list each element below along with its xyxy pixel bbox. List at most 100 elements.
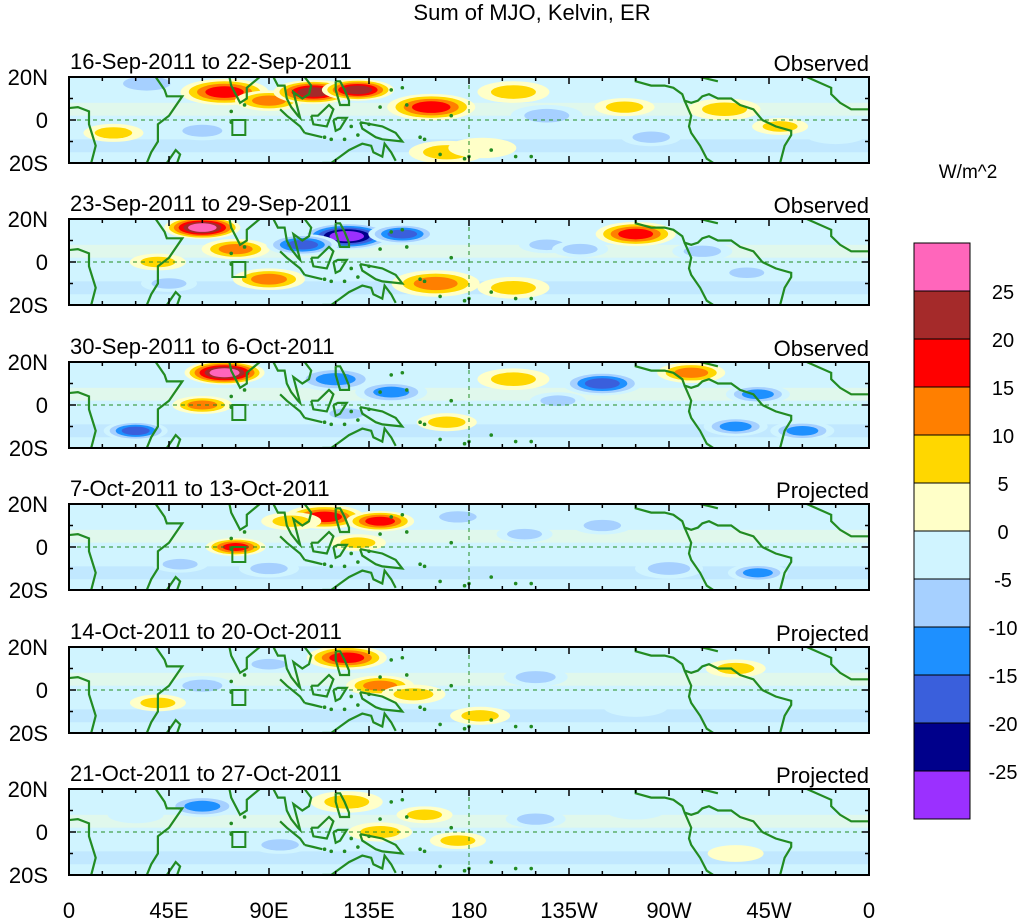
coastline: [332, 543, 349, 560]
island: [322, 705, 327, 709]
coastline: [683, 670, 715, 733]
coastline: [279, 535, 306, 561]
coastline: [334, 792, 351, 819]
anomaly-1: [164, 218, 1021, 240]
anomaly-16: [805, 126, 866, 145]
panels: 20N 0 20S 16-Sep-2011 to 22-Sep-2011 Observe…: [8, 49, 1021, 888]
anomaly-contour: [603, 697, 668, 717]
island: [449, 113, 454, 118]
island: [389, 658, 394, 662]
island: [449, 825, 454, 830]
coastline: [334, 222, 351, 248]
anomaly-contour: [647, 562, 691, 575]
island: [349, 694, 354, 699]
island: [329, 279, 334, 284]
anomaly-7: [603, 697, 668, 717]
anomaly-contour: [974, 219, 1021, 236]
coastline: [279, 678, 306, 704]
coastline: [69, 817, 97, 875]
island: [378, 105, 382, 109]
y-tick-label: 20S: [9, 863, 48, 888]
island: [229, 679, 234, 684]
coastline: [683, 812, 715, 875]
anomaly-6: [496, 525, 553, 543]
anomaly-4: [355, 381, 428, 403]
coastline: [310, 530, 335, 555]
anomaly-contour: [969, 218, 1021, 238]
panel-period: 30-Sep-2011 to 6-Oct-2011: [70, 334, 335, 359]
island: [400, 512, 405, 517]
coastline: [322, 141, 397, 163]
anomaly-contour: [490, 372, 536, 386]
anomaly-contour: [1010, 368, 1021, 377]
anomaly-contour: [121, 426, 150, 436]
anomaly-contour: [719, 421, 752, 432]
panel-period: 16-Sep-2011 to 22-Sep-2011: [70, 49, 352, 74]
coastline: [806, 219, 869, 253]
island: [418, 705, 422, 709]
island: [462, 868, 467, 873]
anomaly-contour: [184, 800, 221, 812]
island: [367, 549, 371, 554]
anomaly-contour: [909, 72, 985, 95]
y-tick-label: 20S: [9, 721, 48, 746]
colorbar-swatch: [913, 626, 971, 676]
anomaly-contour: [490, 281, 536, 295]
island: [400, 85, 405, 90]
anomaly-contour: [975, 798, 1021, 814]
y-tick-label: 20N: [8, 207, 48, 232]
island: [513, 581, 518, 586]
x-axis: 0 45E 90E 135E 180 135W 90W 45W 0: [63, 898, 875, 923]
anomaly-9: [239, 559, 299, 578]
island: [400, 370, 405, 375]
island: [322, 420, 327, 425]
coastline: [334, 507, 351, 534]
colorbar-swatch: [913, 674, 971, 724]
chart-title: Sum of MJO, Kelvin, ER: [413, 0, 650, 25]
coastline: [680, 219, 719, 225]
anomaly-17: [448, 137, 517, 159]
coastline: [310, 815, 335, 840]
anomaly-contour: [365, 516, 395, 526]
anomaly-contour: [515, 671, 556, 684]
colorbar: W/m^2 25 20 15 10 5 0 -5 -10 -15 -20 -25: [913, 162, 1018, 820]
panel-1: 20N 0 20S 16-Sep-2011 to 22-Sep-2011 Observe…: [8, 49, 985, 176]
island: [356, 133, 360, 137]
island: [378, 675, 382, 679]
anomaly-contour: [987, 400, 1017, 409]
island: [418, 277, 422, 282]
coastline: [680, 362, 719, 368]
panel-kind: Projected: [776, 621, 869, 646]
anomaly-10: [510, 104, 583, 127]
anomaly-contour: [1017, 541, 1021, 552]
island: [342, 279, 347, 284]
coastline: [334, 650, 351, 677]
island: [229, 821, 234, 826]
anomaly-contour: [562, 243, 598, 255]
island: [489, 433, 494, 437]
anomaly-contour: [605, 801, 666, 820]
island: [404, 815, 409, 819]
anomaly-12: [703, 416, 768, 437]
island: [418, 562, 422, 566]
anomaly-contour: [966, 795, 1021, 817]
colorbar-tick-label: -10: [989, 618, 1018, 640]
coastline: [165, 433, 182, 448]
coastline: [279, 250, 306, 276]
coastline: [359, 406, 405, 428]
panel-kind: Observed: [774, 193, 869, 218]
anomaly-contour: [393, 688, 434, 701]
coastline: [322, 710, 397, 733]
coastline: [69, 105, 97, 163]
x-tick-label: 0: [63, 898, 75, 923]
island: [529, 296, 534, 301]
island: [242, 673, 247, 677]
anomaly-contour: [729, 267, 765, 279]
anomaly-contour: [252, 95, 286, 106]
island: [322, 135, 327, 139]
anomaly-7: [477, 276, 550, 299]
panel-period: 7-Oct-2011 to 13-Oct-2011: [70, 476, 330, 501]
y-tick-label: 20N: [8, 635, 48, 660]
anomaly-contour: [107, 806, 164, 824]
island: [229, 394, 234, 399]
